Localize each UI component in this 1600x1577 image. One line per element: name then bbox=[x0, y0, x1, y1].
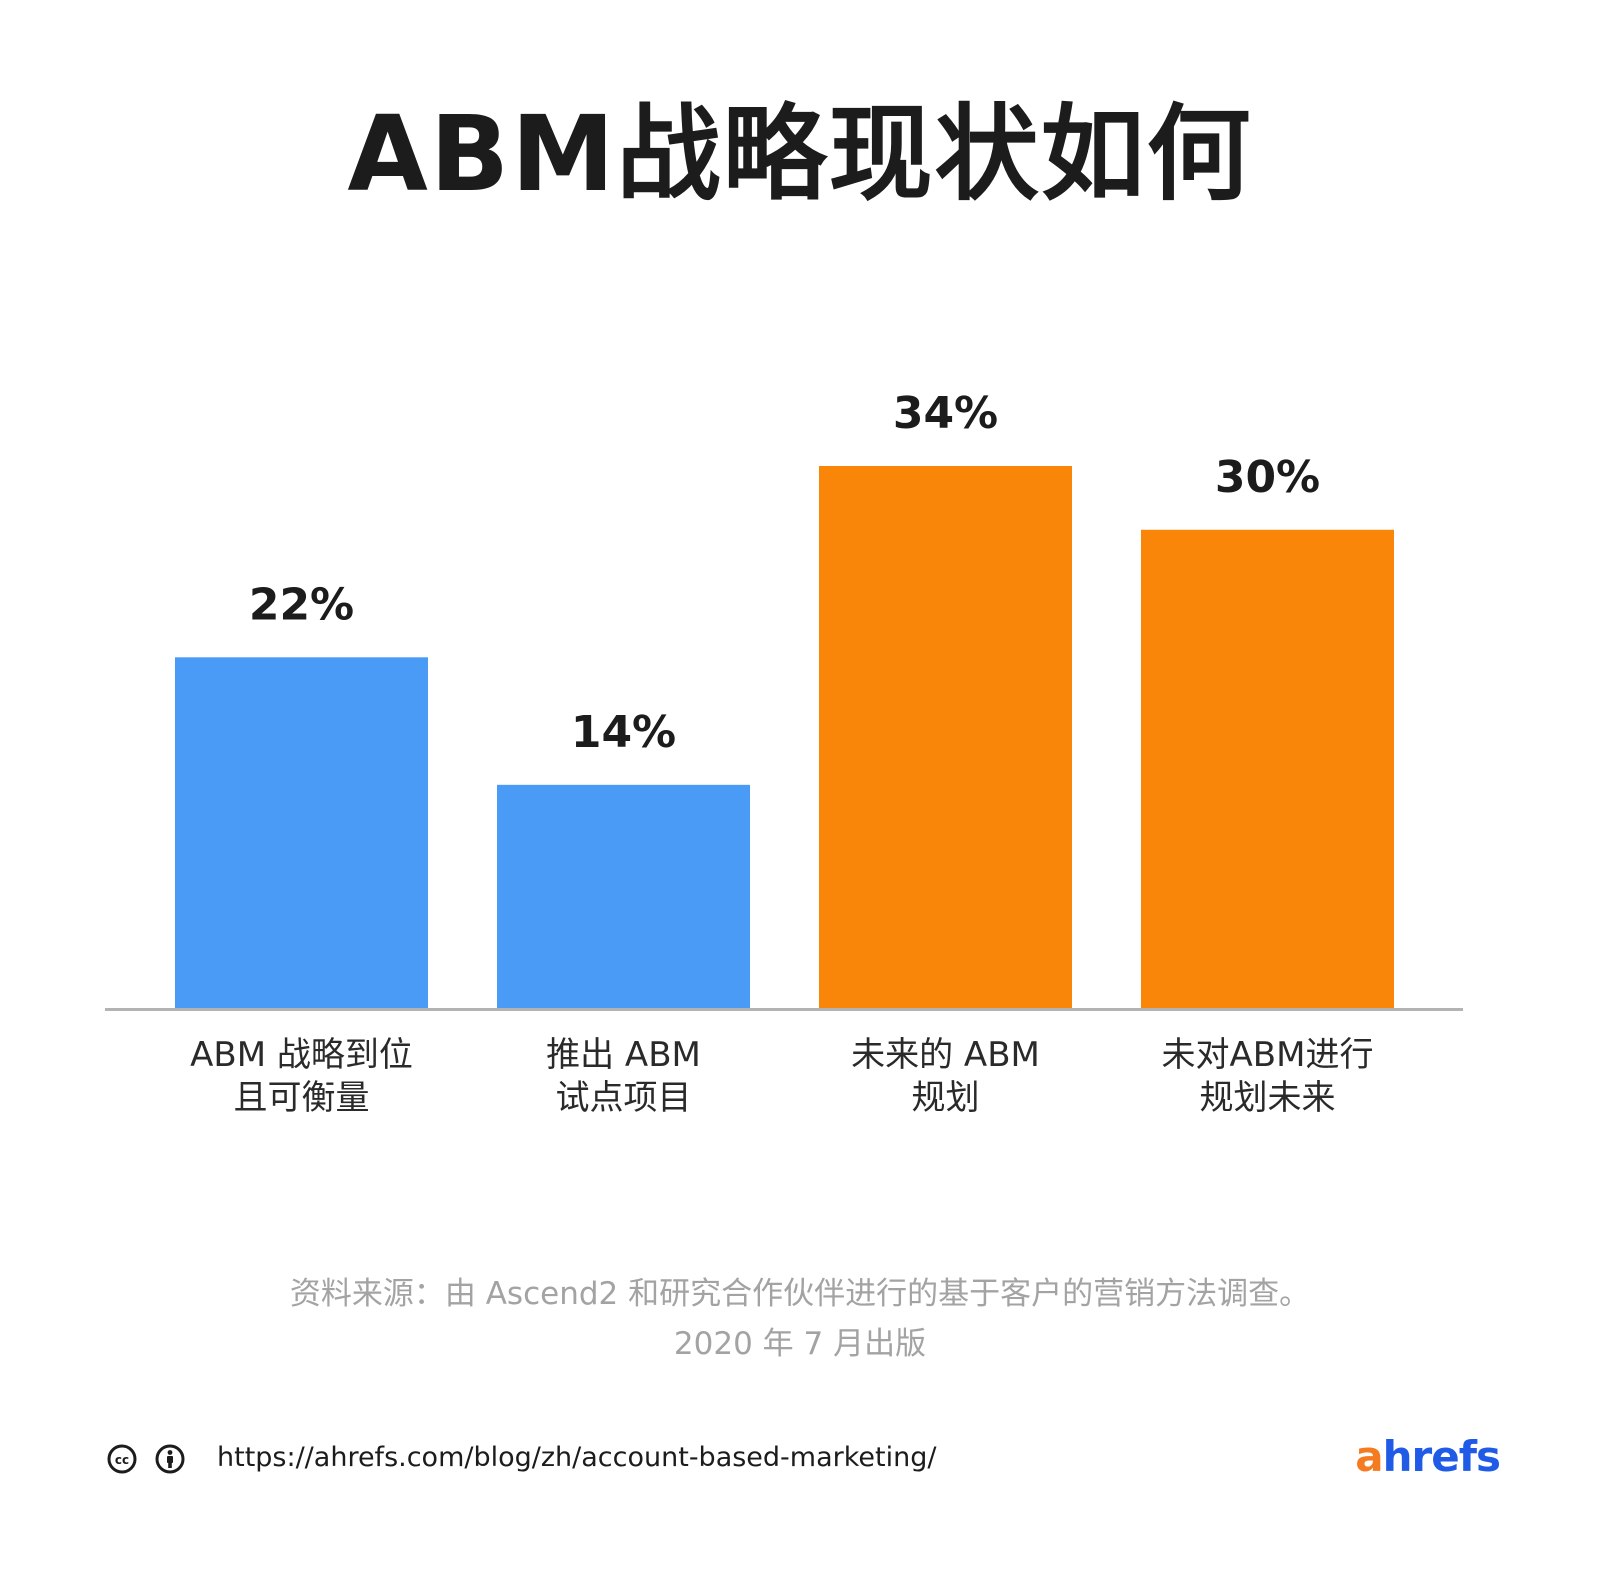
value-label-1: 22% bbox=[249, 579, 354, 630]
bar-4 bbox=[1141, 529, 1394, 1008]
chart-title: ABM战略现状如何 bbox=[347, 93, 1253, 215]
logo-letters-hrefs: hrefs bbox=[1382, 1432, 1501, 1481]
bar-3 bbox=[819, 466, 1072, 1008]
category-label-4-line-1: 未对ABM进行 bbox=[1162, 1035, 1374, 1075]
bar-2 bbox=[497, 784, 750, 1008]
value-label-3: 34% bbox=[893, 388, 998, 439]
attribution-icon bbox=[155, 1444, 185, 1474]
ahrefs-logo: ahrefs bbox=[1355, 1436, 1501, 1478]
category-label-2-line-1: 推出 ABM bbox=[546, 1035, 701, 1075]
bar-1 bbox=[175, 657, 428, 1008]
publication-date: 2020 年 7 月出版 bbox=[673, 1326, 927, 1362]
category-label-4-line-2: 规划未来 bbox=[1200, 1078, 1336, 1118]
svg-text:cc: cc bbox=[115, 1453, 129, 1467]
category-label-3-line-1: 未来的 ABM bbox=[851, 1035, 1040, 1075]
category-label-1-line-2: 且可衡量 bbox=[234, 1078, 370, 1118]
category-label-1-line-1: ABM 战略到位 bbox=[190, 1035, 413, 1075]
value-labels-group: 22% 14% 34% 30% bbox=[249, 388, 1320, 758]
source-text: 资料来源：由 Ascend2 和研究合作伙伴进行的基于客户的营销方法调查。 bbox=[289, 1276, 1311, 1312]
article-url[interactable]: https://ahrefs.com/blog/zh/account-based… bbox=[217, 1442, 937, 1473]
cc-icon: cc bbox=[107, 1444, 137, 1474]
footer: cc https://ahrefs.com/blog/zh/account-ba… bbox=[107, 1436, 1501, 1486]
category-label-2-line-2: 试点项目 bbox=[556, 1078, 692, 1118]
value-label-4: 30% bbox=[1215, 452, 1320, 503]
logo-letter-a: a bbox=[1355, 1432, 1383, 1481]
value-label-2: 14% bbox=[571, 707, 676, 758]
bars-group bbox=[175, 466, 1394, 1008]
category-label-3-line-2: 规划 bbox=[912, 1078, 980, 1118]
